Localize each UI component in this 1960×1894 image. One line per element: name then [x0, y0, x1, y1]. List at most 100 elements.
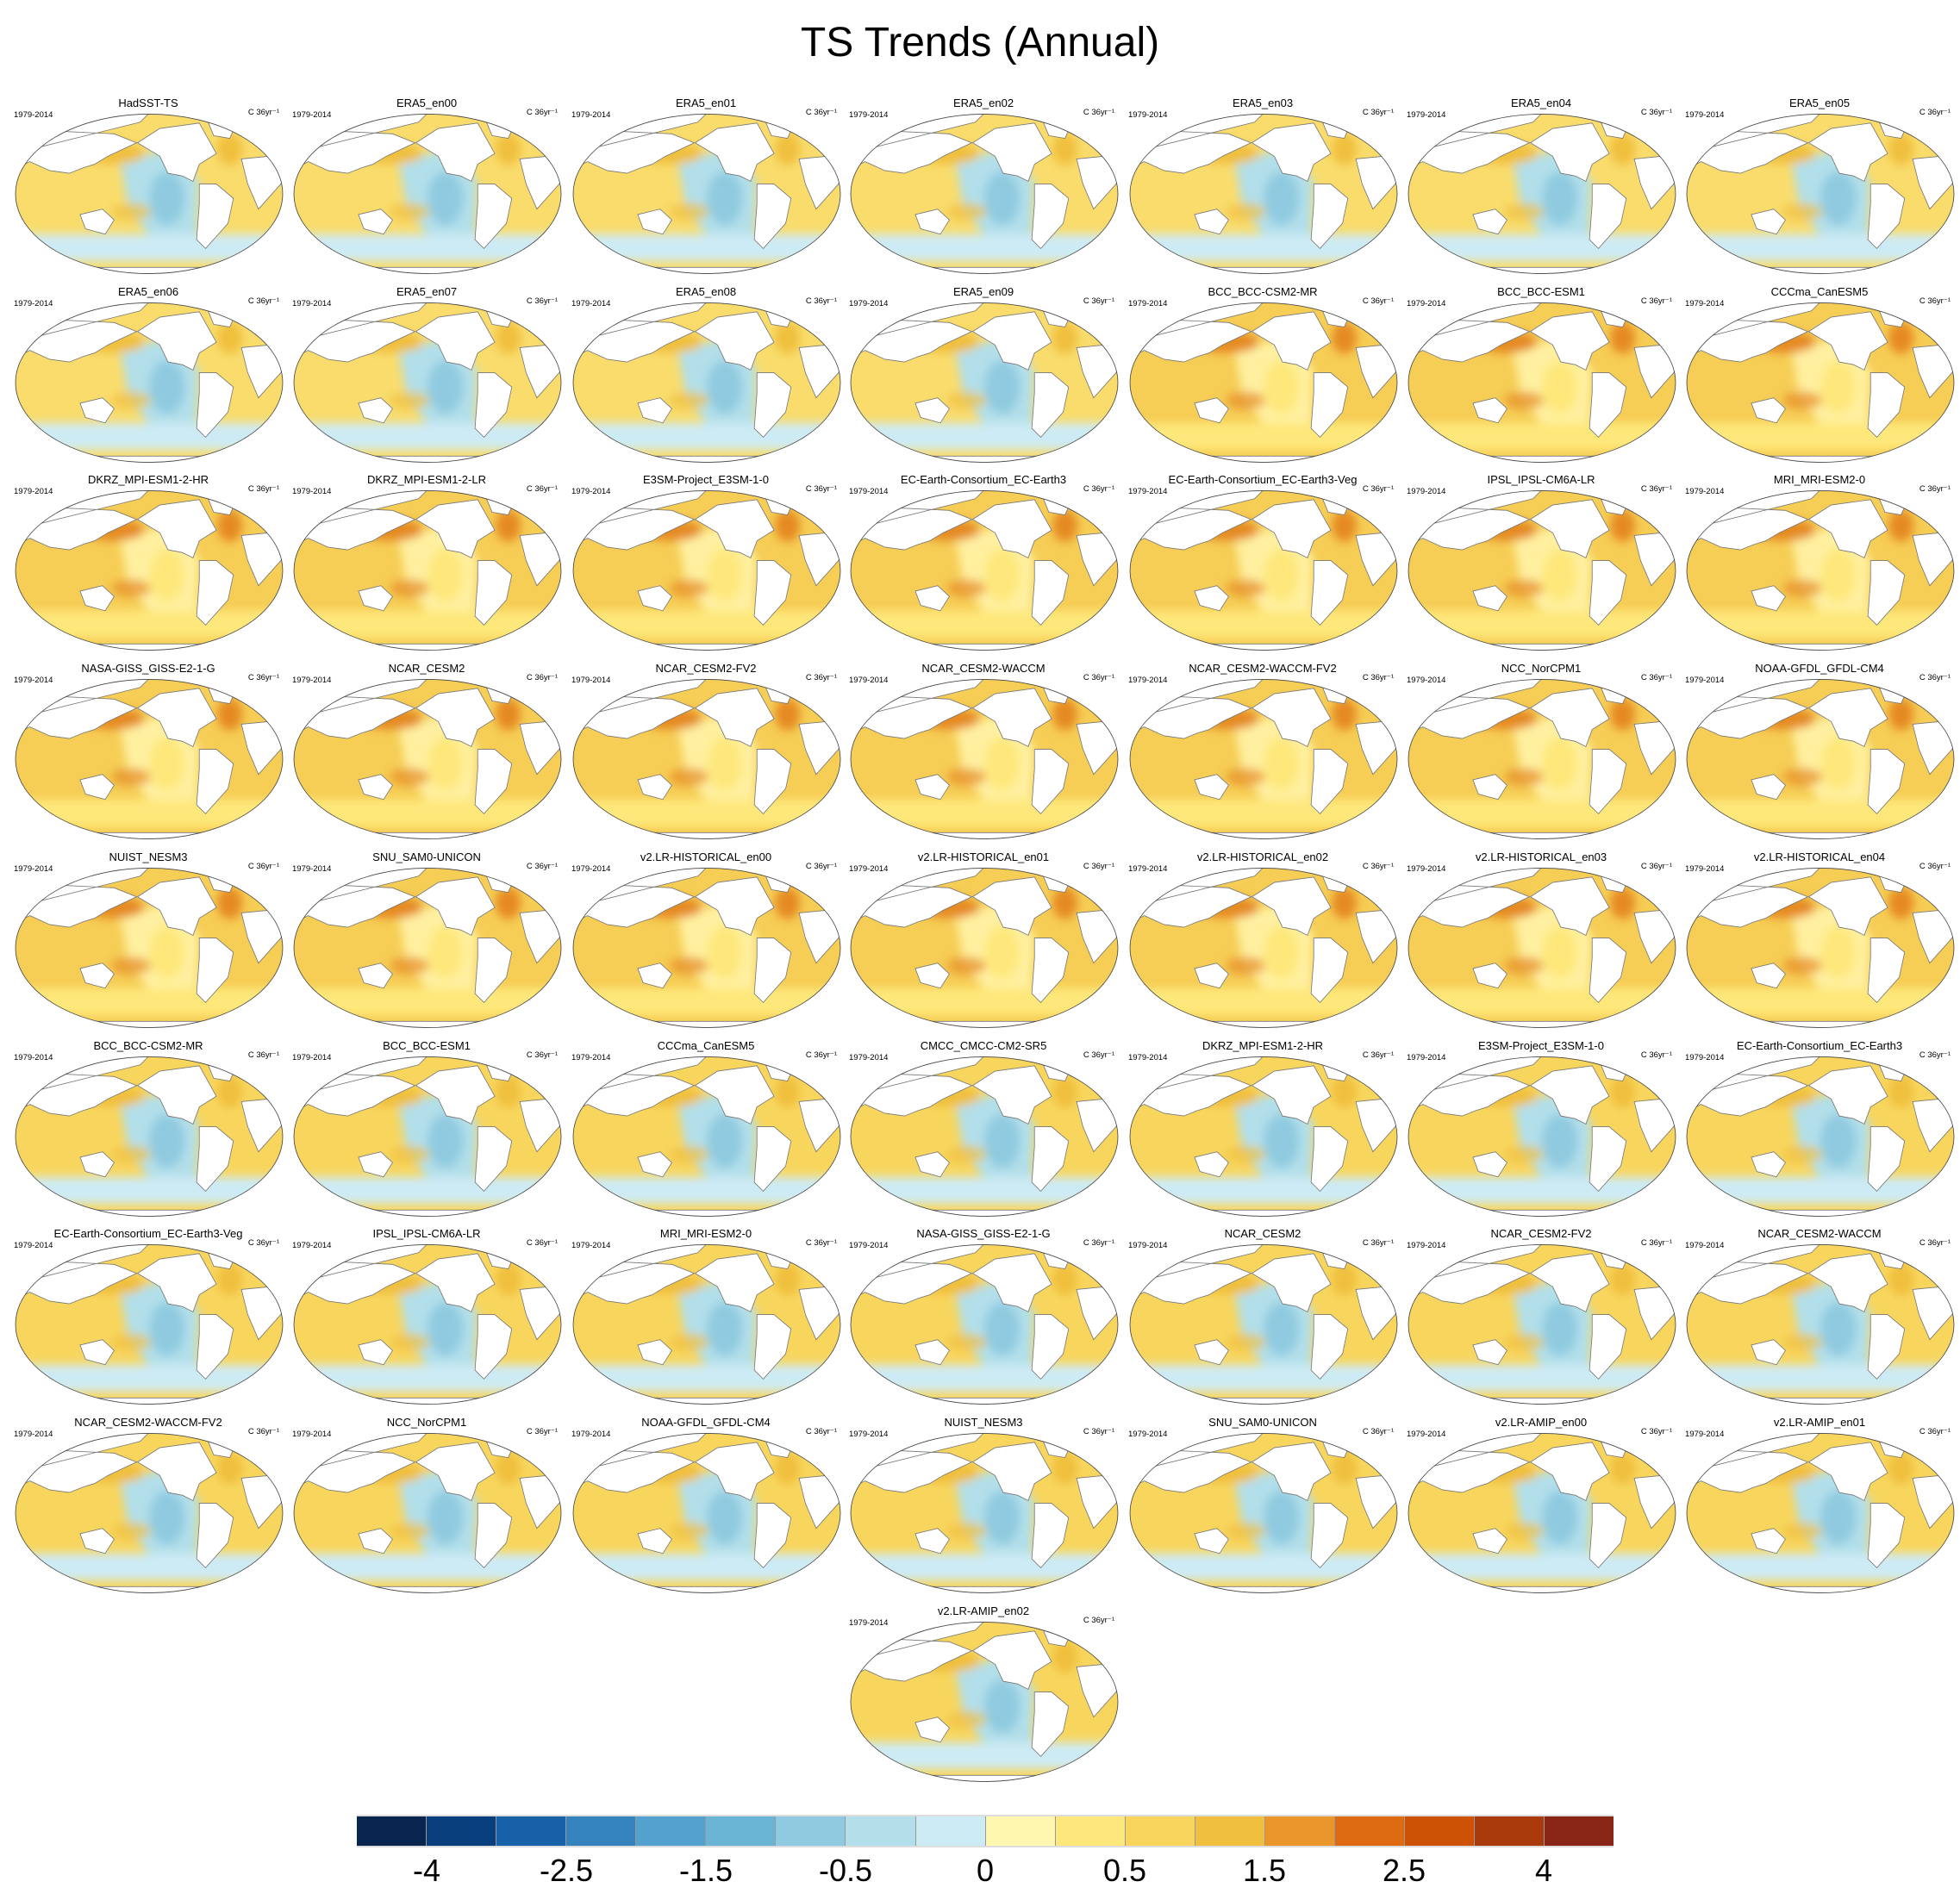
land-na: [1529, 1442, 1610, 1501]
panel-period: 1979-2014: [292, 676, 332, 686]
land-sa: [196, 184, 234, 250]
panel-title: BCC_BCC-ESM1: [383, 1038, 471, 1052]
north-atlantic-anomaly: [775, 1075, 801, 1108]
south-pacific-anomaly: [1782, 391, 1823, 409]
panel-units: C 36yr⁻¹: [805, 673, 837, 683]
land-aus: [914, 963, 950, 989]
east-pacific-core: [1264, 737, 1300, 791]
panel-period: 1979-2014: [292, 863, 332, 874]
land-na: [1251, 1253, 1332, 1313]
east-pacific-core: [1542, 1302, 1578, 1356]
land-na: [1529, 1064, 1610, 1125]
panel-period: 1979-2014: [1685, 110, 1725, 120]
north-atlantic-anomaly: [1332, 1075, 1358, 1108]
south-pacific-anomaly: [669, 202, 709, 221]
southern-ocean-anomaly: [573, 1553, 840, 1580]
southern-ocean-anomaly: [1130, 799, 1397, 827]
map-panel: NCAR_CESM2-WACCM 1979-2014 C 36yr⁻¹: [846, 662, 1121, 847]
land-na: [1251, 876, 1332, 936]
colorbar-tick-label: -0.5: [818, 1853, 873, 1888]
map-panel: SNU_SAM0-UNICON 1979-2014 C 36yr⁻¹: [1125, 1416, 1401, 1601]
east-pacific-core: [1542, 737, 1578, 791]
north-atlantic-anomaly: [1332, 887, 1358, 919]
colorbar-box: [566, 1816, 637, 1846]
map-panel: ERA5_en04 1979-2014 C 36yr⁻¹: [1403, 97, 1679, 282]
panel-title: CMCC_CMCC-CM2-SR5: [920, 1038, 1047, 1052]
panel-period: 1979-2014: [1128, 1052, 1168, 1062]
north-atlantic-anomaly: [1332, 133, 1358, 165]
panel-title: v2.LR-AMIP_en02: [937, 1604, 1030, 1617]
map-panel: ERA5_en02 1979-2014 C 36yr⁻¹: [846, 97, 1121, 282]
land-na: [694, 122, 775, 183]
panel-units: C 36yr⁻¹: [805, 1238, 837, 1249]
land-sa: [474, 937, 513, 1003]
panel-title: NCAR_CESM2-FV2: [1490, 1227, 1592, 1241]
trend-map: [1129, 1244, 1398, 1405]
south-pacific-anomaly: [1782, 1522, 1823, 1541]
land-na: [136, 499, 217, 559]
southern-ocean-anomaly: [294, 422, 561, 450]
southern-ocean-anomaly: [294, 1553, 561, 1580]
north-atlantic-anomaly: [217, 1075, 243, 1108]
map-border: [15, 114, 284, 274]
south-pacific-anomaly: [669, 1333, 709, 1352]
trend-map: [1408, 1056, 1676, 1217]
land-sa: [1589, 1314, 1627, 1380]
map-border: [1686, 490, 1955, 651]
south-pacific-anomaly: [390, 202, 430, 221]
map-panel: E3SM-Project_E3SM-1-0 1979-2014 C 36yr⁻¹: [1403, 1039, 1679, 1224]
north-atlantic-anomaly: [1052, 1640, 1078, 1673]
land-aus: [914, 1150, 950, 1177]
north-atlantic-anomaly: [1052, 1452, 1078, 1485]
panel-units: C 36yr⁻¹: [1640, 108, 1672, 117]
trend-map: [572, 490, 841, 651]
north-atlantic-anomaly: [1610, 1263, 1636, 1296]
north-atlantic-anomaly: [1888, 1263, 1914, 1296]
south-pacific-anomaly: [390, 1522, 430, 1541]
land-aus: [914, 1716, 950, 1742]
north-atlantic-anomaly: [775, 698, 801, 731]
southern-ocean-anomaly: [1130, 611, 1397, 639]
panel-title: CCCma_CanESM5: [1770, 284, 1869, 298]
colorbar-box: [706, 1816, 777, 1846]
panel-title: BCC_BCC-CSM2-MR: [93, 1038, 203, 1052]
land-na: [1807, 311, 1888, 371]
land-aus: [1194, 396, 1229, 423]
panel-title: NASA-GISS_GISS-E2-1-G: [916, 1227, 1051, 1241]
north-atlantic-anomaly: [1610, 509, 1636, 543]
trend-map: [15, 490, 284, 651]
south-pacific-anomaly: [1226, 579, 1266, 598]
east-pacific-core: [1542, 1490, 1578, 1545]
land-aus: [1751, 1150, 1786, 1177]
land-aus: [1194, 774, 1229, 801]
trend-map: [15, 679, 284, 840]
land-na: [1529, 122, 1610, 183]
east-pacific-core: [149, 1490, 185, 1545]
southern-ocean-anomaly: [1687, 234, 1954, 261]
north-atlantic-anomaly: [1332, 1452, 1358, 1485]
panel-title: NUIST_NESM3: [944, 1415, 1023, 1429]
land-aus: [1751, 963, 1786, 989]
east-pacific-core: [428, 737, 464, 791]
east-pacific-core: [149, 171, 185, 226]
map-border: [293, 1244, 562, 1405]
map-panel: CMCC_CMCC-CM2-SR5 1979-2014 C 36yr⁻¹: [846, 1039, 1121, 1224]
south-pacific-anomaly: [1504, 579, 1545, 598]
southern-ocean-anomaly: [573, 234, 840, 261]
land-sa: [196, 371, 234, 438]
south-pacific-anomaly: [946, 1522, 987, 1541]
north-atlantic-anomaly: [496, 321, 521, 354]
southern-ocean-anomaly: [294, 799, 561, 827]
land-na: [971, 876, 1052, 936]
land-sa: [1867, 371, 1906, 438]
land-sa: [1589, 937, 1627, 1003]
land-sa: [196, 560, 234, 626]
north-atlantic-anomaly: [1610, 133, 1636, 165]
land-sa: [474, 371, 513, 438]
land-na: [1529, 688, 1610, 748]
map-panel: v2.LR-HISTORICAL_en01 1979-2014 C 36yr⁻¹: [846, 850, 1121, 1036]
map-border: [1129, 867, 1398, 1028]
southern-ocean-anomaly: [1130, 1176, 1397, 1204]
land-na: [1807, 499, 1888, 559]
panel-title: v2.LR-HISTORICAL_en02: [1196, 850, 1329, 863]
